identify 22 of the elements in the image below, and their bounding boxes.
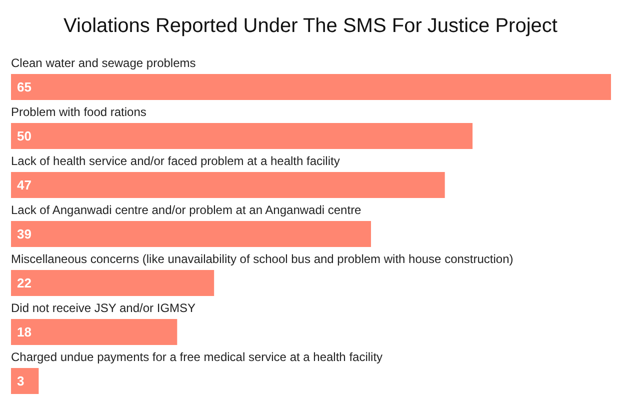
bar (11, 270, 214, 296)
chart-title: Violations Reported Under The SMS For Justice Project (62, 14, 558, 39)
y-tick-label: Charged undue payments for a free medical service at a health facility (11, 350, 383, 364)
bar (11, 123, 473, 149)
y-tick-label: Did not receive JSY and/or IGMSY (11, 301, 196, 315)
data-label: 22 (17, 276, 32, 291)
data-label: 18 (17, 324, 32, 340)
bar (11, 74, 611, 100)
data-label: 65 (17, 80, 32, 95)
data-label: 39 (17, 226, 32, 242)
data-label: 50 (17, 128, 32, 144)
y-tick-label: Lack of health service and/or faced problem at a health facility (11, 154, 340, 168)
bar (11, 368, 39, 394)
y-tick-label: Lack of Anganwadi centre and/or problem at an Anganwadi centre (11, 203, 362, 217)
y-tick-label: Miscellaneous concerns (like unavailability of school bus and problem with house construction) (11, 252, 514, 266)
data-label: 3 (17, 374, 24, 389)
data-label: 47 (17, 178, 32, 193)
bar (11, 172, 445, 198)
y-tick-label: Problem with food rations (11, 105, 146, 119)
bar (11, 319, 178, 345)
bar (11, 221, 371, 247)
y-tick-label: Clean water and sewage problems (11, 56, 196, 70)
